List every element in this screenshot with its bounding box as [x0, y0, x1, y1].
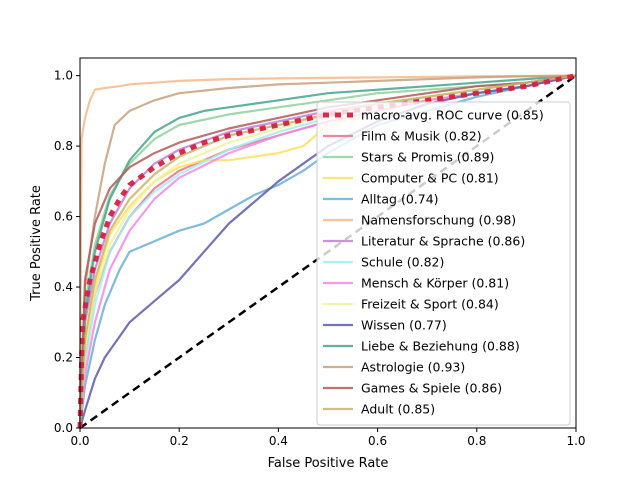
roc-curve-stars-promis-0-89 — [78, 74, 577, 429]
legend-label: Alltag (0.74) — [361, 192, 439, 207]
legend-label: Adult (0.85) — [361, 402, 435, 417]
y-tick-label: 0.4 — [54, 280, 73, 294]
legend-label: Schule (0.82) — [361, 255, 444, 270]
legend-label: Mensch & Körper (0.81) — [361, 276, 509, 291]
roc-curve-astrologie-0-93 — [78, 74, 577, 429]
x-axis-label: False Positive Rate — [268, 456, 389, 471]
legend-label: Computer & PC (0.81) — [361, 171, 499, 186]
roc-curve-macro-average — [77, 73, 577, 429]
y-axis-ticks: 0.0 0.2 0.4 0.6 0.8 1.0 — [54, 69, 80, 435]
x-tick-label: 0.6 — [368, 434, 387, 448]
roc-curve-mensch-k-rper-0-81 — [78, 74, 577, 429]
x-tick-label: 1.0 — [566, 434, 585, 448]
y-tick-label: 0.6 — [54, 210, 73, 224]
legend-label: Games & Spiele (0.86) — [361, 381, 502, 396]
legend-label: Wissen (0.77) — [361, 318, 447, 333]
legend-label: Freizeit & Sport (0.84) — [361, 297, 499, 312]
x-axis-ticks: 0.0 0.2 0.4 0.6 0.8 1.0 — [70, 428, 586, 448]
plot-frame — [79, 57, 577, 429]
legend-label: Literatur & Sprache (0.86) — [361, 234, 525, 249]
legend-label: Film & Musik (0.82) — [361, 129, 482, 144]
roc-curve-games-spiele-0-86 — [78, 74, 577, 429]
y-tick-label: 0.2 — [54, 351, 73, 365]
legend-label: Namensforschung (0.98) — [361, 213, 516, 228]
legend: macro-avg. ROC curve (0.85) Film & Musik … — [316, 101, 571, 426]
x-tick-label: 0.0 — [70, 434, 89, 448]
legend-label: macro-avg. ROC curve (0.85) — [361, 108, 544, 123]
legend-label: Stars & Promis (0.89) — [361, 150, 494, 165]
roc-curve-liebe-beziehung-0-88 — [78, 74, 577, 429]
y-tick-label: 0.8 — [54, 139, 73, 153]
y-tick-label: 0.0 — [54, 421, 73, 435]
legend-label: Liebe & Beziehung (0.88) — [361, 339, 520, 354]
legend-box — [316, 101, 571, 426]
roc-curve-namensforschung-0-98 — [78, 74, 577, 429]
x-tick-label: 0.8 — [467, 434, 486, 448]
y-axis-label: True Positive Rate — [29, 185, 44, 302]
legend-label: Astrologie (0.93) — [361, 360, 465, 375]
x-tick-label: 0.4 — [269, 434, 288, 448]
x-tick-label: 0.2 — [170, 434, 189, 448]
y-tick-label: 1.0 — [54, 69, 73, 83]
